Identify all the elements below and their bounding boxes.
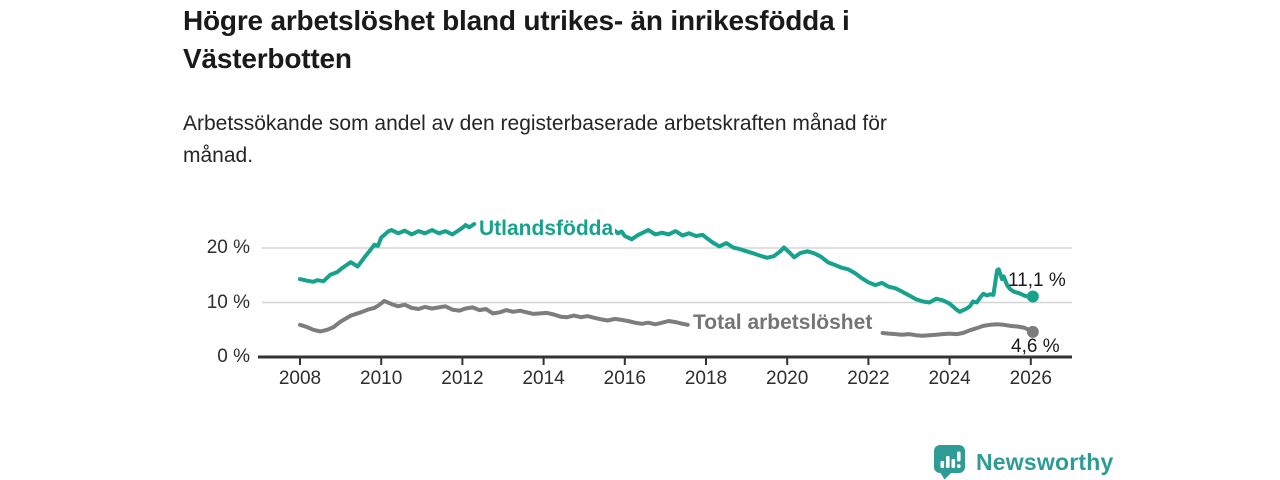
newsworthy-wordmark: Newsworthy	[976, 448, 1114, 475]
series-label-total-arbetsloshet: Total arbetslöshet	[691, 311, 875, 335]
x-tick-label: 2018	[684, 368, 728, 389]
y-tick-label: 0 %	[217, 346, 250, 367]
y-tick-label: 10 %	[206, 291, 250, 313]
end-value-total-arbetsloshet: 4,6 %	[1011, 336, 1060, 357]
series-end-dot-1	[1026, 325, 1039, 338]
x-tick-label: 2014	[522, 368, 565, 389]
series-end-dot-0	[1026, 290, 1039, 303]
x-tick-label: 2012	[441, 368, 484, 389]
series-line-0	[298, 222, 477, 284]
newsworthy-logo: Newsworthy	[933, 444, 1113, 480]
newsworthy-icon	[934, 445, 965, 480]
x-tick-label: 2016	[603, 368, 646, 389]
x-tick-label: 2008	[278, 368, 322, 389]
end-value-utlandsfodda: 11,1 %	[1008, 270, 1066, 291]
x-tick-label: 2024	[928, 368, 971, 389]
series-line-1	[298, 298, 690, 334]
chart-title: Högre arbetslöshet bland utrikes- än inr…	[183, 5, 850, 74]
series-label-utlandsfodda: Utlandsfödda	[477, 217, 616, 241]
y-tick-label: 20 %	[206, 237, 250, 258]
x-tick-label: 2022	[847, 368, 890, 389]
chart-subtitle: Arbetssökande som andel av den registerb…	[183, 112, 887, 167]
series-line-0	[612, 228, 1035, 314]
x-tick-label: 2010	[360, 368, 403, 389]
series-line-1	[880, 322, 1035, 338]
x-tick-label: 2020	[766, 368, 809, 389]
x-tick-label: 2026	[1009, 368, 1052, 389]
